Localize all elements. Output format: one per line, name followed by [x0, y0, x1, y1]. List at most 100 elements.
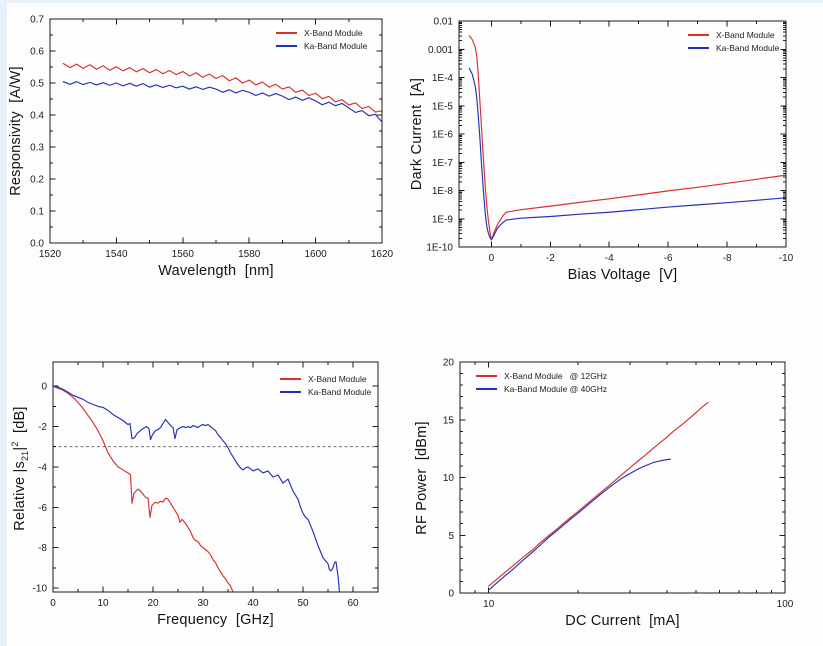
svg-text:10: 10 [483, 599, 495, 610]
svg-text:1600: 1600 [304, 249, 327, 260]
svg-text:60: 60 [347, 598, 359, 609]
svg-text:0.7: 0.7 [30, 15, 44, 26]
legend-label-x-band: X-Band Module [308, 374, 367, 384]
chart-dark-current-vs-bias-voltage: 0 -2 -4 -6 -8 -10 0.01 0.001 1E-4 1E-5 1E-6 1E-7 1E-… [409, 17, 794, 284]
legend-swatch-x-band [276, 32, 297, 35]
x-axis-label-wavelength: Wavelength [nm] [158, 263, 274, 279]
legend-swatch-ka-band [280, 390, 301, 393]
y-axis-label-rf-power: RF Power [dBm] [414, 420, 430, 535]
legend-label-ka-band: Ka-Band Module [304, 40, 368, 51]
svg-text:-4: -4 [605, 253, 614, 264]
svg-text:20: 20 [443, 358, 455, 369]
legend-item-x-band: X-Band Module [688, 30, 779, 41]
svg-text:0.1: 0.1 [30, 207, 44, 218]
svg-text:40: 40 [247, 598, 259, 609]
svg-text:15: 15 [443, 415, 455, 426]
legend-item-ka-band-40ghz: Ka-Band Module @ 40GHz [476, 384, 607, 395]
svg-text:100: 100 [777, 599, 794, 610]
ylabel-bar: | [11, 446, 28, 451]
svg-text:-2: -2 [38, 422, 47, 433]
svg-text:30: 30 [197, 598, 209, 609]
legend-label-ka-band-40ghz: Ka-Band Module @ 40GHz [504, 383, 608, 394]
svg-text:-8: -8 [723, 253, 732, 264]
svg-text:0: 0 [448, 589, 454, 600]
legend-label-ka-band: Ka-Band Module [308, 386, 372, 397]
window-edge-tint-top [0, 0, 823, 3]
s21-plot-area: 0 10 20 30 40 50 60 0 -2 -4 -6 -8 -10 [33, 361, 379, 609]
legend-label-x-band: X-Band Module [304, 28, 363, 38]
rf-power-plot-area: 10 100 0 5 10 15 20 [443, 358, 794, 611]
svg-text:1560: 1560 [172, 249, 195, 260]
svg-text:-10: -10 [779, 253, 794, 264]
svg-text:1520: 1520 [39, 249, 62, 260]
svg-text:1620: 1620 [371, 249, 394, 260]
legend-swatch-x-band [688, 34, 709, 37]
svg-text:-2: -2 [546, 253, 555, 264]
svg-text:1E-9: 1E-9 [432, 214, 454, 225]
x-axis-label-bias-voltage: Bias Voltage [V] [567, 267, 678, 283]
dark-current-plot-area: 0 -2 -4 -6 -8 -10 0.01 0.001 1E-4 1E-5 1E-6 1E-7 1E-… [426, 17, 793, 265]
legend-label-x-band-12ghz: X-Band Module @ 12GHz [504, 371, 608, 381]
legend: X-Band Module Ka-Band Module [280, 374, 371, 397]
y-axis-label-responsivity: Responsivity [A/W] [8, 66, 24, 196]
y-axis-label-s21: Relative |s21|2 [dB] [0, 406, 46, 547]
svg-text:0.001: 0.001 [428, 45, 453, 56]
legend-item-ka-band: Ka-Band Module [280, 387, 371, 398]
chart-s21-vs-frequency: 0 10 20 30 40 50 60 0 -2 -4 -6 -8 -10 Frequency [GHz… [10, 361, 379, 628]
svg-text:1E-6: 1E-6 [432, 130, 454, 141]
legend: X-Band Module @ 12GHz Ka-Band Module @ 4… [476, 371, 607, 394]
legend-item-x-band: X-Band Module [276, 28, 367, 39]
svg-text:1E-5: 1E-5 [432, 101, 454, 112]
svg-text:20: 20 [147, 598, 159, 609]
legend: X-Band Module Ka-Band Module [688, 30, 779, 53]
svg-text:1E-4: 1E-4 [432, 73, 454, 84]
y-axis-label-dark-current: Dark Current [A] [409, 77, 425, 191]
svg-text:0.4: 0.4 [30, 111, 44, 122]
legend: X-Band Module Ka-Band Module [276, 28, 367, 51]
legend-swatch-ka-band [688, 46, 709, 49]
svg-text:0.5: 0.5 [30, 79, 44, 90]
legend-item-ka-band: Ka-Band Module [688, 43, 779, 54]
x-axis-label-frequency: Frequency [GHz] [157, 612, 274, 628]
ylabel-post: [dB] [11, 406, 28, 442]
legend-item-x-band: X-Band Module [280, 374, 371, 385]
x-axis-label-dc-current: DC Current [mA] [565, 613, 680, 629]
legend-label-x-band: X-Band Module [716, 30, 775, 40]
svg-text:1E-10: 1E-10 [426, 243, 453, 254]
chart-rf-power-vs-dc-current: 10 100 0 5 10 15 20 DC Current [mA] RF Power [… [414, 358, 794, 630]
ylabel-pre: Relative |s [11, 461, 28, 531]
svg-text:0.0: 0.0 [30, 239, 44, 250]
legend-item-ka-band: Ka-Band Module [276, 41, 367, 52]
svg-text:-4: -4 [38, 462, 47, 473]
svg-text:10: 10 [97, 598, 109, 609]
svg-text:0.01: 0.01 [434, 17, 454, 28]
svg-text:0: 0 [489, 253, 495, 264]
svg-text:1540: 1540 [105, 249, 128, 260]
svg-text:0: 0 [41, 382, 47, 393]
svg-text:0: 0 [50, 598, 56, 609]
ylabel-sup: 2 [10, 441, 21, 447]
svg-text:0.2: 0.2 [30, 175, 44, 186]
legend-label-ka-band: Ka-Band Module [716, 42, 780, 53]
ylabel-sub: 21 [19, 450, 30, 462]
legend-swatch-ka-band [276, 44, 297, 47]
svg-text:-6: -6 [38, 503, 47, 514]
legend-swatch-ka-band [476, 387, 497, 390]
svg-text:-6: -6 [664, 253, 673, 264]
responsivity-plot-area: 1520 1540 1560 1580 1600 1620 0.0 0.1 0.2 0.3 0.4 0… [30, 15, 393, 261]
svg-text:1E-7: 1E-7 [432, 158, 454, 169]
svg-text:-8: -8 [38, 543, 47, 554]
svg-text:50: 50 [297, 598, 309, 609]
svg-text:-10: -10 [33, 583, 48, 594]
svg-text:1580: 1580 [238, 249, 261, 260]
chart-responsivity-vs-wavelength: 1520 1540 1560 1580 1600 1620 0.0 0.1 0.2 0.3 0.4 0… [8, 15, 394, 280]
svg-text:1E-8: 1E-8 [432, 186, 454, 197]
svg-text:10: 10 [443, 473, 455, 484]
legend-item-x-band-12ghz: X-Band Module @ 12GHz [476, 371, 607, 382]
svg-text:0.3: 0.3 [30, 143, 44, 154]
svg-text:5: 5 [448, 531, 454, 542]
window-edge-tint-left [0, 0, 7, 646]
legend-swatch-x-band [476, 375, 497, 378]
legend-swatch-x-band [280, 378, 301, 381]
